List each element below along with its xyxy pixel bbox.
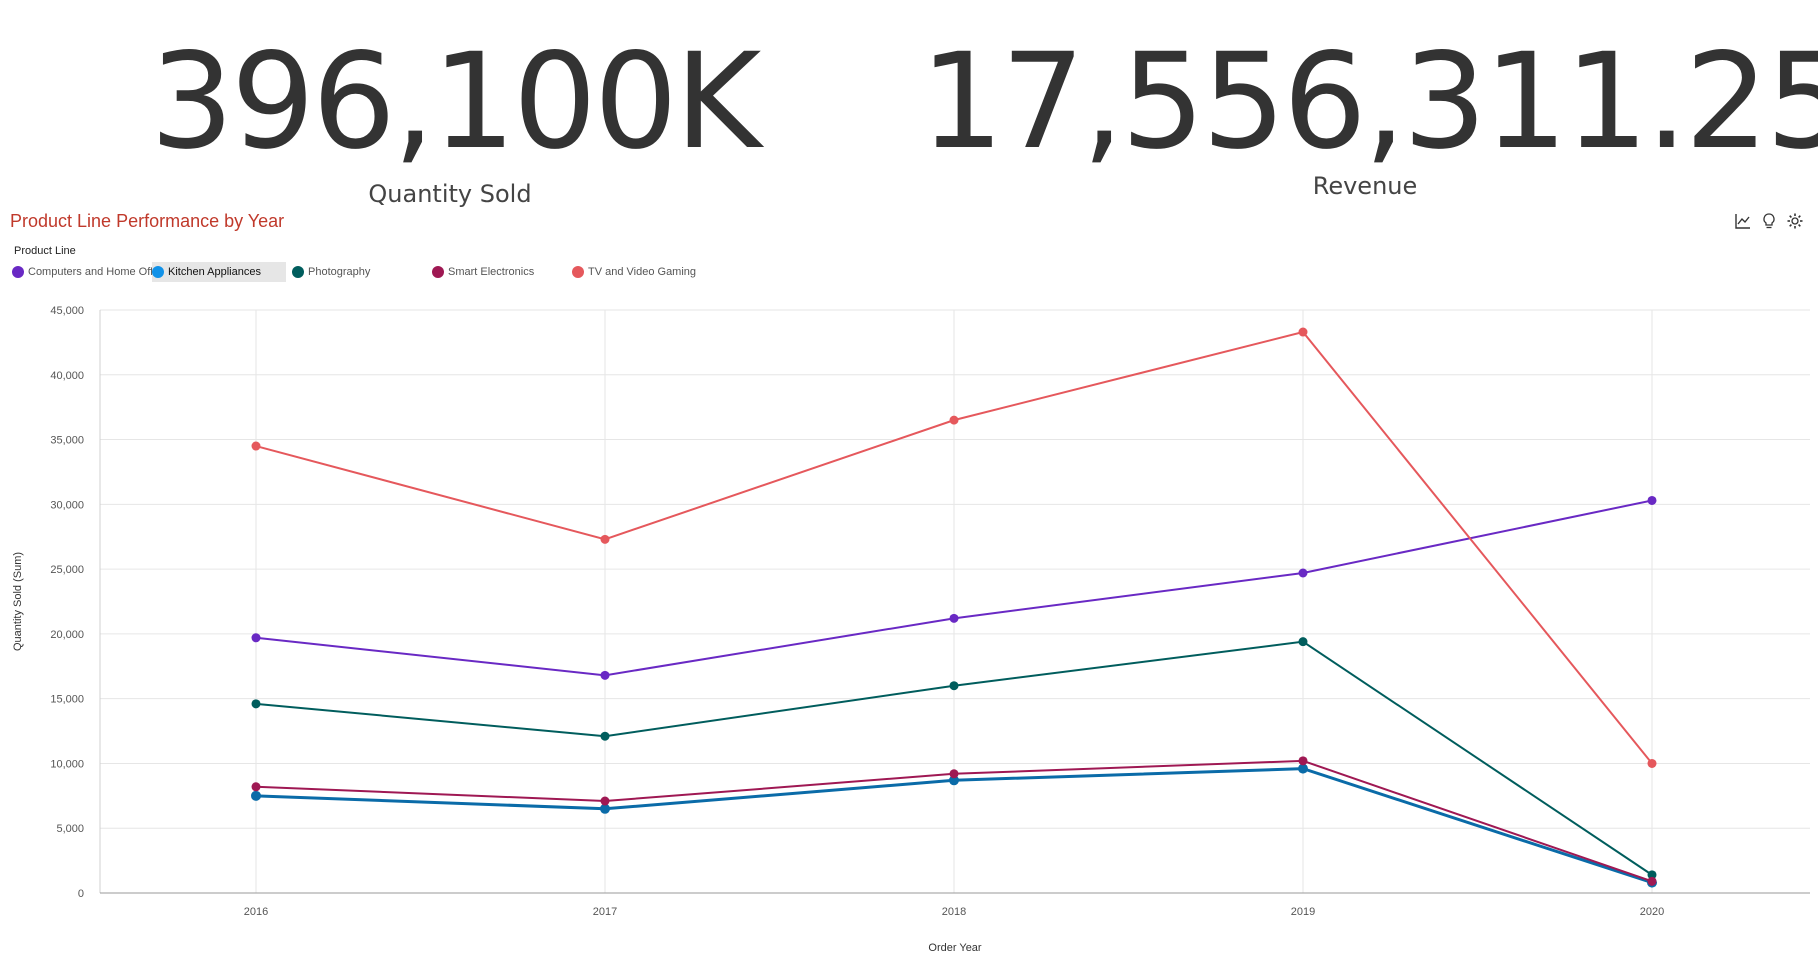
kpi-quantity-sold: 396,100K Quantity Sold <box>150 25 761 208</box>
y-tick-label: 25,000 <box>50 564 84 576</box>
legend-label: Computers and Home Office <box>28 266 168 278</box>
legend-label: Smart Electronics <box>448 266 535 278</box>
kpi-label: Revenue <box>1312 172 1418 200</box>
data-point <box>251 790 261 801</box>
legend-label: Photography <box>308 266 371 278</box>
chart-toolbar <box>1734 212 1804 230</box>
data-point <box>600 803 610 814</box>
kpi-revenue: 17,556,311.25 $ Revenue <box>920 25 1818 200</box>
x-tick-label: 2016 <box>244 906 268 918</box>
kpi-value: 396,100K <box>150 25 761 179</box>
data-point <box>949 681 959 691</box>
x-axis-title: Order Year <box>928 942 982 954</box>
legend-item[interactable]: Computers and Home Office <box>12 262 167 282</box>
legend-swatch <box>432 266 444 278</box>
data-point <box>949 769 959 779</box>
legend-label: Kitchen Appliances <box>168 266 261 278</box>
data-point <box>251 699 261 709</box>
lightbulb-icon[interactable] <box>1760 212 1778 230</box>
data-point <box>1647 876 1657 886</box>
data-point <box>949 415 959 425</box>
legend-item[interactable]: Photography <box>292 262 370 282</box>
data-point <box>1298 327 1308 337</box>
y-tick-label: 5,000 <box>56 823 84 835</box>
data-point <box>251 441 261 451</box>
legend-label: TV and Video Gaming <box>588 266 697 278</box>
data-point <box>600 534 610 544</box>
data-point <box>1298 763 1308 774</box>
x-tick-label: 2018 <box>942 906 966 918</box>
y-tick-label: 20,000 <box>50 629 84 641</box>
y-tick-label: 40,000 <box>50 370 84 382</box>
x-tick-label: 2020 <box>1640 906 1664 918</box>
data-point <box>251 782 261 792</box>
legend-item[interactable]: Smart Electronics <box>432 262 534 282</box>
data-point <box>1298 637 1308 647</box>
data-point <box>1298 756 1308 766</box>
legend-title: Product Line <box>14 245 76 257</box>
data-point <box>251 633 261 643</box>
legend-swatch <box>12 266 24 278</box>
x-tick-label: 2017 <box>593 906 617 918</box>
y-tick-label: 35,000 <box>50 435 84 447</box>
y-tick-label: 0 <box>78 888 84 900</box>
chart-title: Product Line Performance by Year <box>10 211 285 231</box>
y-tick-label: 45,000 <box>50 305 84 317</box>
data-point <box>949 775 959 786</box>
x-tick-label: 2019 <box>1291 906 1315 918</box>
legend-item[interactable]: TV and Video Gaming <box>572 262 696 282</box>
legend-swatch <box>572 266 584 278</box>
data-point <box>600 731 610 741</box>
line-chart: 0 5,000 10,000 15,000 20,000 25,000 30,000 35,0… <box>12 305 1810 954</box>
kpi-label: Quantity Sold <box>368 180 532 208</box>
data-point <box>1647 758 1657 768</box>
data-point <box>949 613 959 623</box>
y-tick-label: 15,000 <box>50 694 84 706</box>
line-chart-icon[interactable] <box>1734 212 1752 230</box>
data-point <box>1647 870 1657 880</box>
data-point <box>1647 495 1657 505</box>
y-tick-label: 10,000 <box>50 758 84 770</box>
data-point <box>600 796 610 806</box>
data-point <box>1298 568 1308 578</box>
y-axis-title: Quantity Sold (Sum) <box>12 552 24 651</box>
legend-swatch <box>152 266 164 278</box>
data-point <box>600 670 610 680</box>
gear-icon[interactable] <box>1786 212 1804 230</box>
legend-swatch <box>292 266 304 278</box>
legend-item[interactable]: Kitchen Appliances <box>152 262 286 282</box>
kpi-value: 17,556,311.25 $ <box>920 25 1818 179</box>
y-tick-label: 30,000 <box>50 499 84 511</box>
